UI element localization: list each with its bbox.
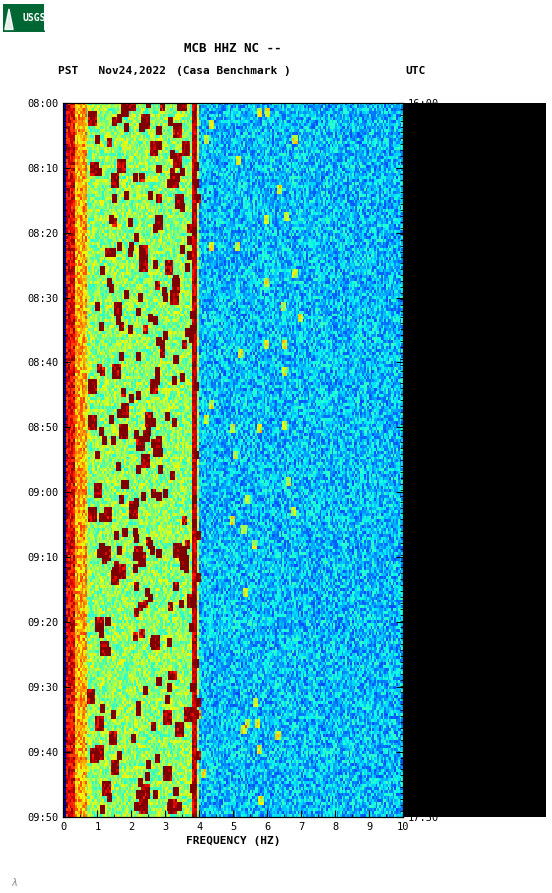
Text: USGS: USGS: [22, 13, 46, 23]
Polygon shape: [5, 9, 13, 29]
Text: (Casa Benchmark ): (Casa Benchmark ): [176, 66, 290, 76]
Text: MCB HHZ NC --: MCB HHZ NC --: [184, 42, 282, 55]
Text: PST   Nov24,2022: PST Nov24,2022: [58, 66, 166, 76]
Text: $\lambda$: $\lambda$: [11, 876, 18, 888]
X-axis label: FREQUENCY (HZ): FREQUENCY (HZ): [186, 836, 280, 847]
Text: UTC: UTC: [406, 66, 426, 76]
